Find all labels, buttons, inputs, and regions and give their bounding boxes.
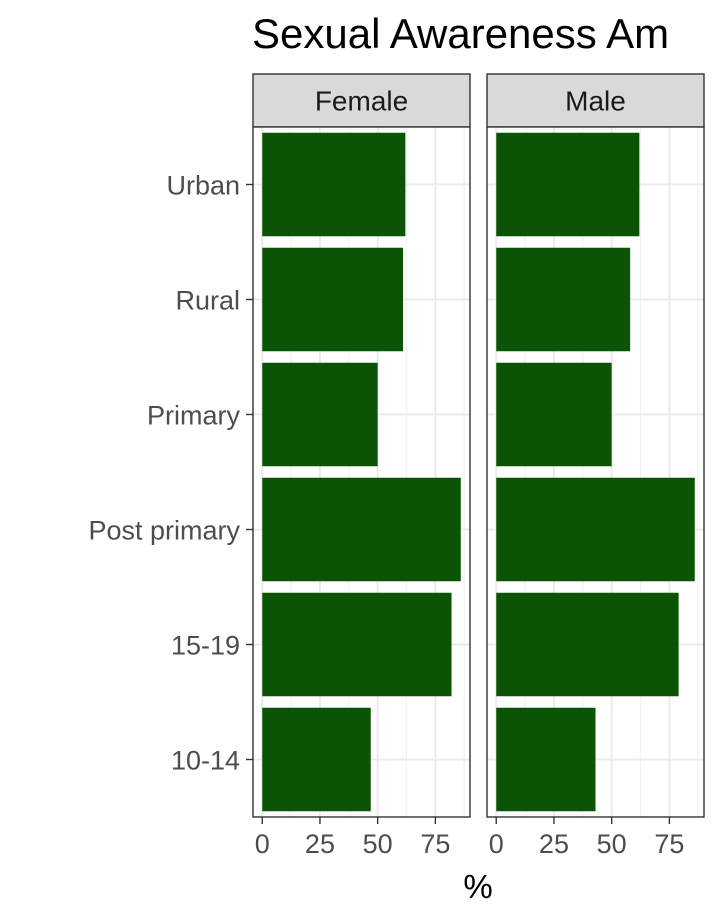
bar-male-post-primary — [496, 477, 695, 582]
panel-border-male — [486, 126, 705, 818]
x-tick-label: 50 — [597, 829, 627, 859]
y-tick-label-rural: Rural — [175, 286, 240, 316]
x-tick-label: 75 — [420, 829, 450, 859]
bar-female-urban — [262, 132, 406, 237]
bar-male-10-14 — [496, 707, 596, 812]
bar-male-urban — [496, 132, 640, 237]
bar-female-rural — [262, 247, 404, 352]
strip-label-male: Male — [565, 86, 626, 117]
strip-label-female: Female — [315, 86, 408, 117]
panel-background-male — [487, 127, 704, 817]
y-tick-label-primary: Primary — [147, 401, 240, 431]
y-tick-label-post-primary: Post primary — [88, 516, 240, 546]
y-tick-label-10-14: 10-14 — [171, 746, 240, 776]
panels: Female 0 25 50 75 Male 0 25 50 75 — [252, 73, 705, 859]
bar-female-15-19 — [262, 592, 452, 697]
y-tick-label-urban: Urban — [166, 171, 240, 201]
x-axis-title: % — [463, 868, 492, 905]
panel-border-female — [252, 126, 471, 818]
x-tick-label: 25 — [305, 829, 335, 859]
bar-male-15-19 — [496, 592, 679, 697]
strip-female — [252, 73, 471, 128]
bar-male-rural — [496, 247, 631, 352]
x-tick-label: 50 — [363, 829, 393, 859]
x-tick-label: 25 — [539, 829, 569, 859]
y-axis: Urban Rural Primary Post primary 15-19 10-14 — [88, 171, 253, 776]
x-tick-label: 0 — [489, 829, 504, 859]
bar-female-primary — [262, 362, 378, 467]
chart-title: Sexual Awareness Am — [252, 10, 669, 57]
bar-male-primary — [496, 362, 612, 467]
panel-female: Female 0 25 50 75 — [252, 73, 471, 859]
bar-female-10-14 — [262, 707, 371, 812]
strip-male — [486, 73, 705, 128]
y-tick-label-15-19: 15-19 — [171, 631, 240, 661]
panel-background-female — [253, 127, 470, 817]
bar-female-post-primary — [262, 477, 461, 582]
panel-male: Male 0 25 50 75 — [486, 73, 705, 859]
x-tick-label: 75 — [654, 829, 684, 859]
x-tick-label: 0 — [255, 829, 270, 859]
